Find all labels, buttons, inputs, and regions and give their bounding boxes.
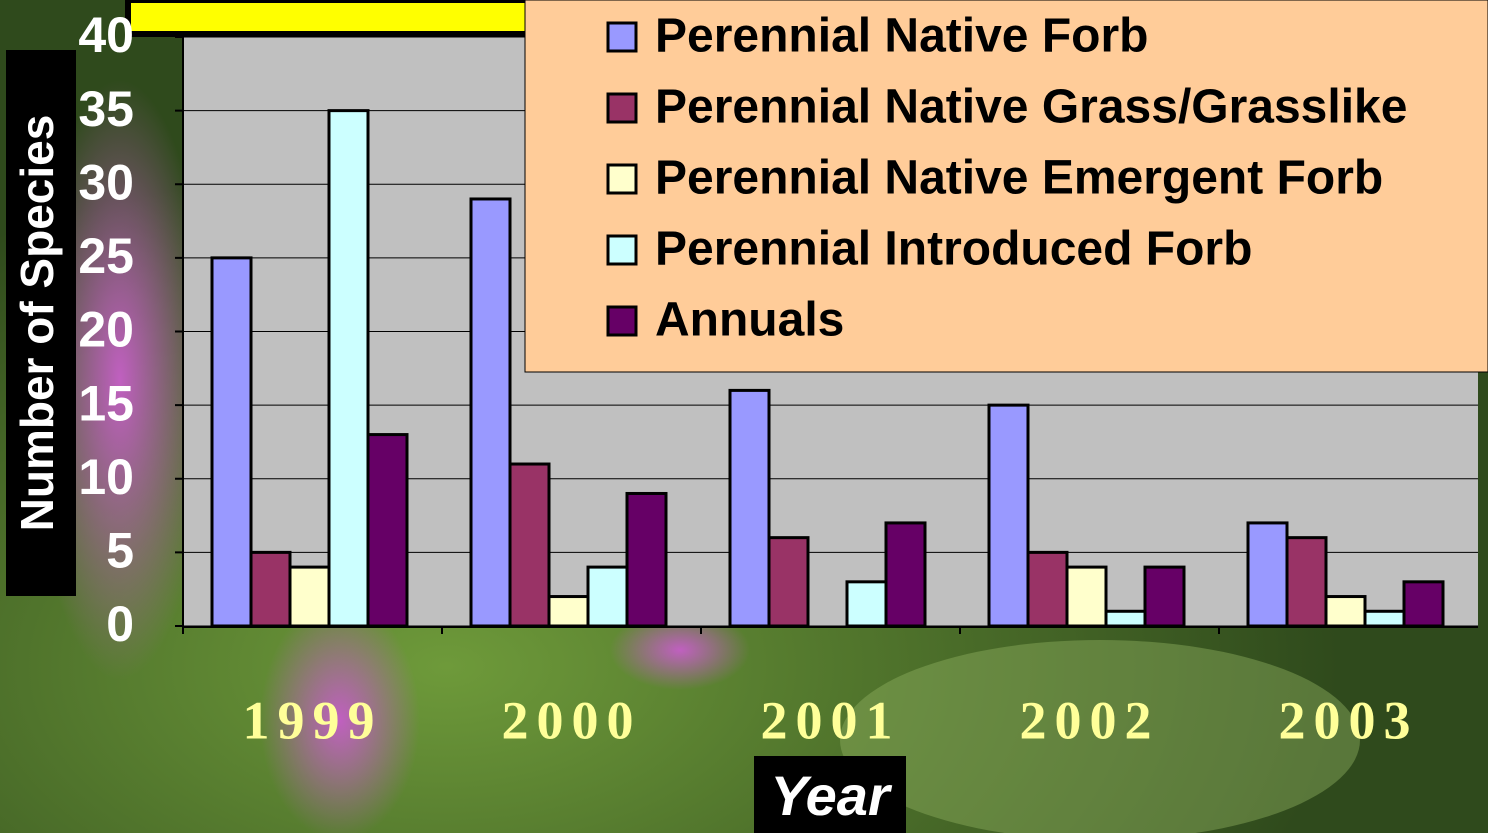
x-tick-label: 2003 [1279,690,1419,750]
legend-swatch [608,94,636,122]
x-tick-label: 2000 [502,690,642,750]
bar [1067,567,1106,626]
bar [471,199,510,626]
bar [847,582,886,626]
bar [1326,597,1365,626]
bar [1404,582,1443,626]
y-tick-label: 15 [78,375,134,431]
bar [730,390,769,626]
legend: Perennial Native Forb Perennial Native Gr… [525,0,1488,372]
y-tick-label: 20 [78,302,134,358]
y-axis-label: Number of Species [11,115,63,532]
legend-swatch [608,165,636,193]
legend-swatch [608,23,636,51]
y-tick-label: 0 [106,596,134,652]
bar [1365,611,1404,626]
x-axis-label: Year [770,764,893,827]
bar [588,567,627,626]
bar [290,567,329,626]
bar [212,258,251,626]
bar [1028,552,1067,626]
bar [251,552,290,626]
legend-label: Perennial Introduced Forb [655,223,1252,276]
legend-label: Perennial Native Forb [655,10,1148,63]
x-tick-label: 1999 [243,690,383,750]
y-tick-label: 35 [78,81,134,137]
bar [329,111,368,626]
x-tick-label: 2002 [1020,690,1160,750]
legend-swatch [608,307,636,335]
y-tick-label: 40 [78,7,134,63]
legend-label: Annuals [655,294,844,347]
bar [1106,611,1145,626]
title-box [128,0,528,34]
legend-label: Perennial Native Emergent Forb [655,152,1383,205]
legend-label: Perennial Native Grass/Grasslike [655,81,1407,134]
bar [1287,538,1326,626]
y-tick-label: 25 [78,228,134,284]
bar [1145,567,1184,626]
bar [989,405,1028,626]
y-tick-label: 10 [78,449,134,505]
bar [510,464,549,626]
legend-swatch [608,236,636,264]
bar [1248,523,1287,626]
chart: 0 5 10 15 20 25 30 35 40 1999 2000 2001 2002 2003 Nu… [0,0,1488,833]
bar [368,435,407,626]
y-tick-label: 5 [106,523,134,579]
x-tick-label: 2001 [761,690,901,750]
bar [769,538,808,626]
bar [886,523,925,626]
bar [549,597,588,626]
y-tick-label: 30 [78,154,134,210]
bar [627,493,666,626]
